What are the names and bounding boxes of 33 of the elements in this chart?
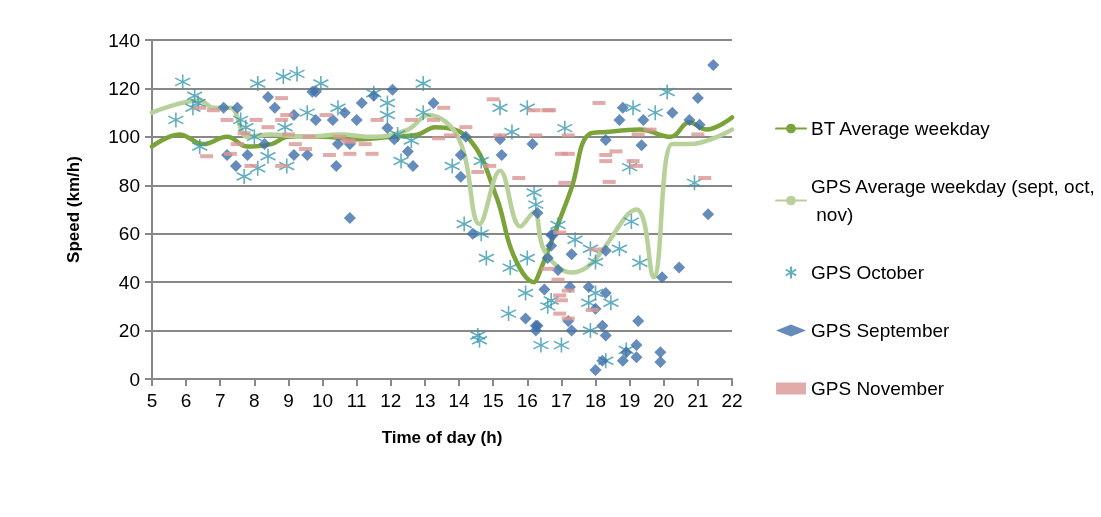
- legend-label: GPS September: [811, 320, 951, 341]
- x-tick-label: 8: [249, 390, 260, 411]
- x-tick-label: 12: [380, 390, 402, 411]
- y-axis-title: Speed (km/h): [64, 156, 83, 263]
- x-tick-label: 21: [687, 390, 709, 411]
- x-tick-label: 18: [584, 390, 607, 411]
- x-tick-label: 6: [180, 390, 192, 411]
- legend-label: BT Average weekday: [811, 118, 991, 139]
- y-tick-label: 60: [118, 223, 140, 245]
- x-tick-label: 7: [214, 390, 226, 411]
- y-tick-label: 120: [108, 77, 140, 99]
- legend-label: GPS Average weekday (sept, oct, nov): [811, 176, 1095, 225]
- x-tick-label: 17: [550, 390, 572, 411]
- y-tick-label: 100: [108, 126, 140, 148]
- x-tick-label: 22: [721, 390, 743, 411]
- x-tick-label: 9: [283, 390, 294, 411]
- y-tick-label: 80: [118, 174, 140, 196]
- x-tick-label: 16: [516, 390, 538, 411]
- legend-label: GPS October: [811, 262, 925, 283]
- y-tick-label: 0: [129, 368, 140, 390]
- x-tick-label: 20: [653, 390, 675, 411]
- y-tick-label: 20: [118, 320, 140, 342]
- y-tick-label: 140: [108, 29, 140, 51]
- x-tick-label: 11: [346, 390, 367, 411]
- x-tick-label: 19: [619, 390, 641, 411]
- x-tick-label: 13: [414, 390, 436, 411]
- x-axis-title: Time of day (h): [381, 428, 503, 447]
- y-tick-label: 40: [118, 271, 140, 293]
- legend-label: GPS November: [811, 378, 945, 399]
- x-tick-label: 10: [312, 390, 334, 411]
- x-tick-label: 14: [448, 390, 471, 411]
- x-tick-label: 15: [482, 390, 504, 411]
- x-tick-label: 5: [146, 390, 158, 411]
